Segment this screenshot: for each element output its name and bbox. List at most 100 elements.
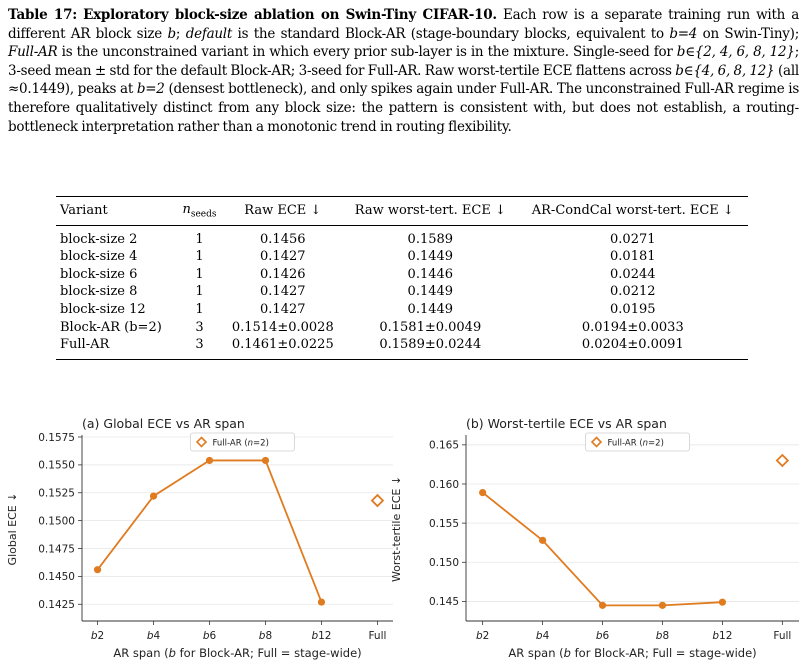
x-tick-label: b12 (311, 630, 331, 642)
cell-ar-wt: 0.0212 (610, 284, 656, 300)
col-ar-wt: AR-CondCal worst-tert. ECE ↓ (531, 203, 734, 219)
cell-raw-ece: 0.1427 (260, 301, 306, 317)
chart-title: (b) Worst-tertile ECE vs AR span (466, 416, 667, 431)
y-axis-label: Worst-tertile ECE ↓ (390, 476, 403, 582)
cell-ar-wt: 0.0195 (610, 301, 656, 317)
x-tick-label: b6 (596, 630, 610, 642)
data-point (205, 456, 214, 465)
x-axis-label: AR span (b for Block-AR; Full = stage-wi… (508, 646, 756, 660)
cell-raw-ece: 0.1461±0.0225 (231, 337, 334, 353)
y-tick-label: 0.1450 (38, 571, 75, 583)
cell-seeds: 1 (195, 231, 204, 247)
cell-raw-ece: 0.1427 (260, 249, 306, 265)
cell-ar-wt: 0.0181 (610, 249, 656, 265)
y-tick-label: 0.1525 (38, 488, 75, 500)
y-tick-label: 0.1500 (38, 515, 75, 527)
legend-label: Full-AR (n=2) (213, 439, 269, 449)
col-nseeds-base: n (182, 202, 191, 217)
cell-seeds: 1 (195, 301, 204, 317)
table-row: block-size 12 1 0.1427 0.1449 0.0195 (56, 301, 748, 319)
table-row: block-size 2 1 0.1456 0.1589 0.0271 (56, 225, 748, 248)
y-axis-label: Global ECE ↓ (6, 493, 19, 566)
col-variant: Variant (60, 203, 108, 219)
data-point (93, 566, 102, 574)
x-tick-label: b4 (536, 630, 550, 642)
caption-term-fullar: Full-AR (8, 44, 58, 61)
cell-variant: block-size 6 (60, 266, 138, 282)
y-tick-label: 0.150 (429, 557, 459, 569)
data-point (598, 601, 607, 609)
legend-marker (590, 436, 603, 448)
cell-raw-wt: 0.1446 (407, 266, 454, 282)
legend-box (190, 432, 295, 452)
cell-variant: block-size 12 (60, 301, 146, 317)
cell-raw-wt: 0.1449 (407, 249, 454, 265)
col-nseeds: nseeds (176, 197, 222, 226)
cell-seeds: 1 (195, 266, 204, 282)
cell-raw-wt: 0.1449 (407, 301, 454, 317)
legend-label: Full-AR (n=2) (608, 439, 664, 449)
caption-text: (all ≈0.1449), peaks at (8, 62, 799, 98)
cell-raw-ece: 0.1514±0.0028 (231, 319, 334, 335)
cell-seeds: 1 (195, 249, 204, 265)
x-tick-label: b8 (259, 630, 272, 642)
legend-box (585, 432, 690, 452)
cell-variant: block-size 4 (60, 249, 138, 265)
math-set-2: b∈{4, 6, 8, 12} (675, 62, 775, 79)
y-tick-label: 0.1425 (38, 599, 75, 611)
x-tick-label: b2 (476, 630, 489, 642)
y-tick-label: 0.1550 (38, 460, 75, 472)
x-tick-label: b2 (91, 630, 104, 642)
caption-title: Exploratory block-size ablation on Swin-… (83, 7, 497, 23)
cell-raw-wt: 0.1589 (407, 231, 454, 247)
series-line (482, 491, 723, 607)
cell-raw-ece: 0.1427 (260, 284, 306, 300)
table-caption: Table 17: Exploratory block-size ablatio… (8, 6, 799, 136)
cell-seeds: 3 (195, 337, 204, 353)
caption-text: Each row is a separate training run with… (8, 7, 800, 42)
x-tick-label: b8 (656, 630, 669, 642)
x-tick-label: Full (773, 630, 791, 642)
cell-raw-ece: 0.1426 (260, 266, 306, 282)
math-b2: b=2 (136, 81, 165, 98)
cell-ar-wt: 0.0244 (610, 266, 656, 282)
math-b4: b=4 (669, 25, 698, 42)
data-point (149, 492, 158, 500)
full-ar-marker (370, 493, 385, 508)
cell-variant: Block-AR (b=2) (60, 319, 162, 335)
y-tick-label: 0.145 (429, 596, 459, 608)
cell-ar-wt: 0.0194±0.0033 (581, 319, 684, 335)
chart-title: (a) Global ECE vs AR span (82, 416, 245, 431)
caption-text: ; (175, 25, 186, 42)
table-row: block-size 4 1 0.1427 0.1449 0.0181 (56, 248, 748, 266)
cell-raw-ece: 0.1456 (260, 231, 306, 247)
caption-label: Table 17: (8, 7, 77, 23)
y-tick-label: 0.155 (429, 518, 459, 530)
legend-marker (195, 436, 208, 448)
y-tick-label: 0.160 (429, 479, 459, 491)
cell-seeds: 3 (195, 319, 204, 335)
panel-b-worst-tertile-ece: (b) Worst-tertile ECE vs AR span 0.145 0.1… (390, 416, 799, 660)
math-set-1: b∈{2, 4, 6, 8, 12} (676, 44, 795, 61)
math-b: b (167, 25, 177, 42)
y-tick-label: 0.1575 (38, 432, 75, 444)
y-tick-label: 0.1475 (38, 543, 75, 555)
full-ar-marker (775, 453, 790, 468)
x-axis-label: AR span (b for Block-AR; Full = stage-wi… (113, 646, 361, 660)
panel-a-global-ece: (a) Global ECE vs AR span 0.1425 0.1450 0.1… (6, 416, 393, 660)
cell-variant: Full-AR (60, 337, 110, 353)
series-line (96, 459, 323, 603)
data-point (261, 456, 270, 465)
col-nseeds-sub: seeds (190, 209, 217, 220)
caption-text: is the standard Block-AR (stage-boundary… (232, 25, 670, 42)
figure-charts: (a) Global ECE vs AR span 0.1425 0.1450 0.1… (6, 416, 799, 660)
cell-raw-wt: 0.1449 (407, 284, 454, 300)
col-raw-ece: Raw ECE ↓ (244, 203, 322, 219)
table-row: Block-AR (b=2) 3 0.1514±0.0028 0.1581±0.… (56, 319, 748, 337)
col-raw-wt: Raw worst-tert. ECE ↓ (354, 203, 506, 219)
cell-variant: block-size 2 (60, 231, 138, 247)
x-tick-label: b4 (147, 630, 161, 642)
data-point (538, 536, 547, 544)
data-point (317, 598, 326, 606)
x-tick-label: b6 (203, 630, 217, 642)
